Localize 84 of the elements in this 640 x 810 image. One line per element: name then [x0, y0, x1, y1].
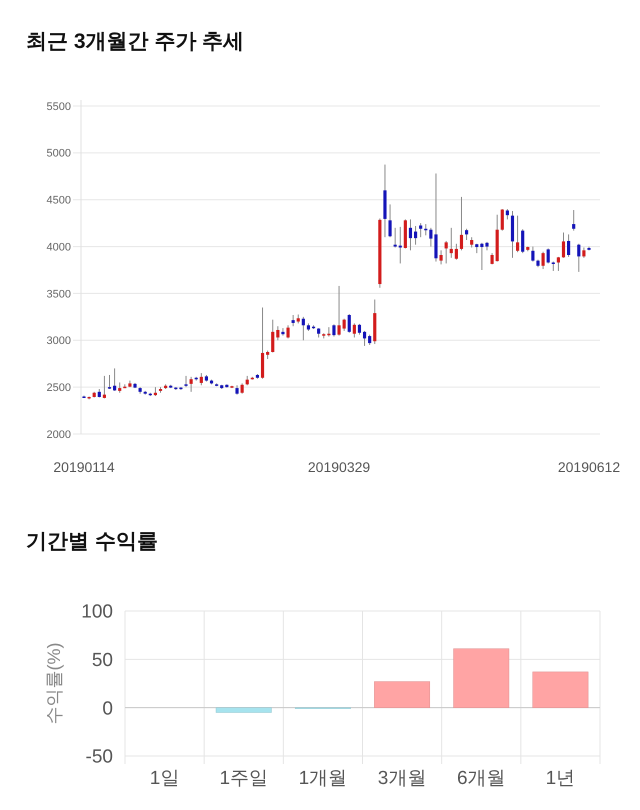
candlestick [490, 252, 494, 265]
candlestick [419, 222, 422, 238]
candlestick [246, 375, 249, 386]
y-tick-label: 2500 [46, 382, 71, 394]
candlestick [352, 322, 356, 338]
candlestick [470, 236, 474, 248]
y-axis-title: 수익률(%) [44, 642, 64, 724]
candlestick [531, 246, 534, 262]
candlestick [337, 285, 341, 336]
y-tick-label: 5500 [46, 100, 71, 113]
candlestick [556, 256, 560, 272]
bar [532, 672, 588, 708]
candlestick [358, 323, 362, 336]
candlestick [113, 368, 116, 392]
candlestick [577, 243, 580, 272]
candlestick [190, 376, 193, 392]
candlestick [118, 382, 122, 394]
candlestick [500, 208, 504, 232]
candlestick [439, 250, 443, 265]
candlestick [464, 228, 468, 241]
y-tick-label: 3000 [46, 335, 71, 348]
x-tick-label: 20190329 [308, 459, 370, 475]
x-tick-label: 20190114 [53, 459, 115, 475]
candlestick [317, 328, 320, 338]
x-tick-label: 1개월 [298, 768, 348, 789]
chart-title: 최근 3개월간 주가 추세 [26, 30, 244, 53]
candlestick [276, 326, 280, 341]
candlestick [327, 326, 330, 338]
y-tick-label: 100 [81, 602, 113, 623]
candlestick [424, 224, 428, 236]
chart-title: 기간별 수익률 [26, 530, 158, 553]
candlestick [408, 218, 412, 251]
y-tick-label: 4000 [46, 241, 71, 254]
candlestick [348, 314, 351, 334]
x-tick-label: 1년 [546, 768, 576, 789]
bar [453, 648, 510, 708]
candlestick [332, 324, 336, 338]
candlestick [434, 172, 438, 262]
candlestick [368, 334, 372, 346]
y-tick-label: 0 [102, 698, 113, 720]
candlestick [567, 234, 570, 258]
x-tick-label: 20190612 [558, 459, 620, 475]
candlestick [521, 228, 524, 254]
candlestick [516, 215, 520, 253]
y-tick-label: 4500 [46, 194, 71, 207]
candlestick [286, 324, 290, 339]
candlestick [302, 316, 305, 341]
candlestick [292, 314, 295, 327]
candlestick [429, 227, 432, 248]
y-tick-label: 50 [92, 650, 113, 671]
candlestick [240, 382, 244, 394]
candlestick [444, 240, 448, 264]
candlestick [454, 243, 458, 260]
candlestick [235, 384, 239, 396]
candlestick [271, 319, 274, 353]
x-tick-label: 3개월 [378, 768, 426, 789]
candlestick [582, 247, 586, 258]
candlestick [546, 248, 550, 264]
y-tick-label: 2000 [46, 428, 71, 441]
candlestick [414, 225, 418, 246]
x-tick-label: 1주일 [219, 768, 268, 789]
candlestick [388, 204, 392, 238]
candlestick [398, 226, 402, 264]
candlestick [450, 227, 453, 258]
bar [216, 707, 272, 713]
candlestick [460, 196, 464, 251]
candlestick [552, 261, 555, 272]
candlestick [184, 375, 188, 388]
candlestick [542, 251, 545, 270]
candlestick [102, 375, 106, 399]
bar [374, 681, 430, 708]
y-tick-label: 5000 [46, 148, 71, 160]
y-tick-label: -50 [86, 746, 113, 768]
y-tick-label: 3500 [46, 288, 71, 300]
candlestick [362, 330, 366, 346]
candlestick [394, 227, 397, 248]
candlestick [342, 318, 346, 332]
candlestick [572, 210, 576, 232]
candlestick [506, 208, 509, 220]
x-tick-label: 1일 [150, 768, 180, 789]
x-tick-label: 6개월 [456, 768, 506, 789]
candlestick [200, 372, 203, 386]
candlestick [562, 232, 566, 258]
candlestick [108, 374, 112, 390]
